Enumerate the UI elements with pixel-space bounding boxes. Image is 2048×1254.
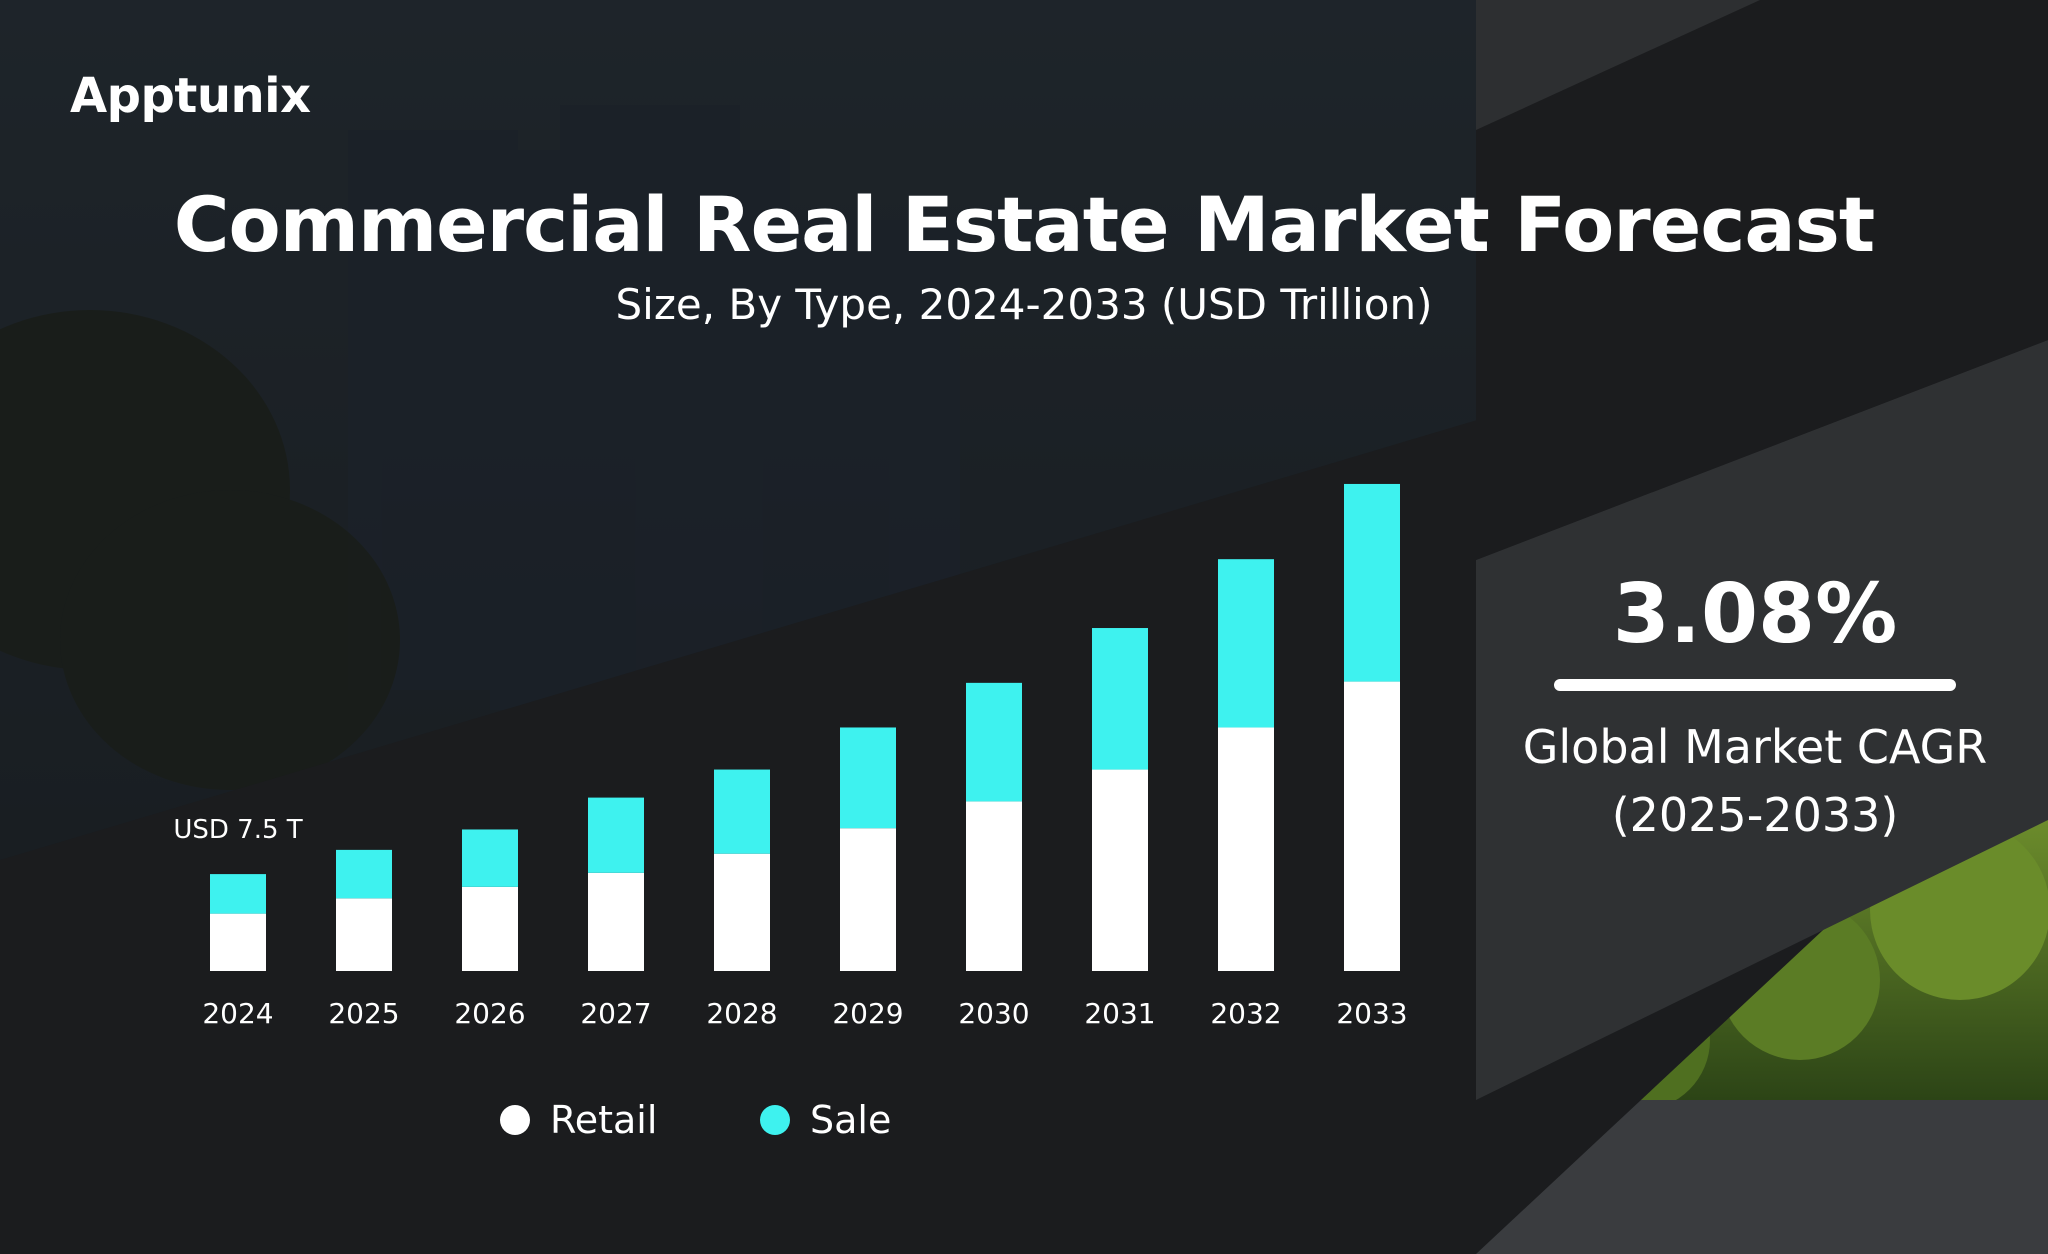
cagr-divider <box>1554 679 1956 691</box>
bar-retail-2024 <box>210 913 266 971</box>
legend-label-retail: Retail <box>550 1098 658 1142</box>
bar-retail-2030 <box>966 801 1022 971</box>
cagr-label-line2: (2025-2033) <box>1611 788 1899 842</box>
bar-sale-2029 <box>840 727 896 829</box>
legend-item-retail: Retail <box>500 1095 657 1145</box>
data-annotation: USD 7.5 T <box>173 815 302 845</box>
bar-sale-2026 <box>462 829 518 887</box>
cagr-label-line1: Global Market CAGR <box>1522 720 1988 774</box>
legend-label-sale: Sale <box>810 1098 892 1142</box>
x-tick-label: 2029 <box>832 997 903 1030</box>
bar-sale-2028 <box>714 769 770 854</box>
chart-title: Commercial Real Estate Market Forecast <box>173 180 1875 269</box>
bar-retail-2028 <box>714 853 770 971</box>
bar-retail-2032 <box>1218 727 1274 971</box>
legend-swatch-sale <box>760 1105 790 1135</box>
x-tick-label: 2030 <box>958 997 1029 1030</box>
x-tick-label: 2027 <box>580 997 651 1030</box>
bar-sale-2031 <box>1092 628 1148 770</box>
chart-subtitle: Size, By Type, 2024-2033 (USD Trillion) <box>615 280 1433 329</box>
bar-sale-2032 <box>1218 559 1274 728</box>
x-tick-label: 2033 <box>1336 997 1407 1030</box>
bar-sale-2033 <box>1344 483 1400 682</box>
bar-sale-2030 <box>966 682 1022 802</box>
x-tick-label: 2024 <box>202 997 273 1030</box>
brand-logo: Apptunix <box>70 68 311 124</box>
x-tick-label: 2028 <box>706 997 777 1030</box>
cagr-value: 3.08% <box>1612 567 1898 662</box>
legend-item-sale: Sale <box>760 1095 891 1145</box>
x-tick-label: 2031 <box>1084 997 1155 1030</box>
legend-swatch-retail <box>500 1105 530 1135</box>
cagr-label: Global Market CAGR (2025-2033) <box>1500 713 2010 849</box>
x-tick-label: 2026 <box>454 997 525 1030</box>
bar-retail-2031 <box>1092 769 1148 971</box>
bar-sale-2024 <box>210 874 266 914</box>
bar-retail-2033 <box>1344 681 1400 971</box>
bar-sale-2025 <box>336 849 392 899</box>
bar-retail-2025 <box>336 898 392 971</box>
bar-retail-2027 <box>588 872 644 971</box>
x-tick-label: 2032 <box>1210 997 1281 1030</box>
x-tick-label: 2025 <box>328 997 399 1030</box>
cagr-panel: 3.08% Global Market CAGR (2025-2033) <box>1500 565 2010 849</box>
bar-sale-2027 <box>588 797 644 873</box>
bar-retail-2026 <box>462 886 518 971</box>
bar-retail-2029 <box>840 828 896 971</box>
